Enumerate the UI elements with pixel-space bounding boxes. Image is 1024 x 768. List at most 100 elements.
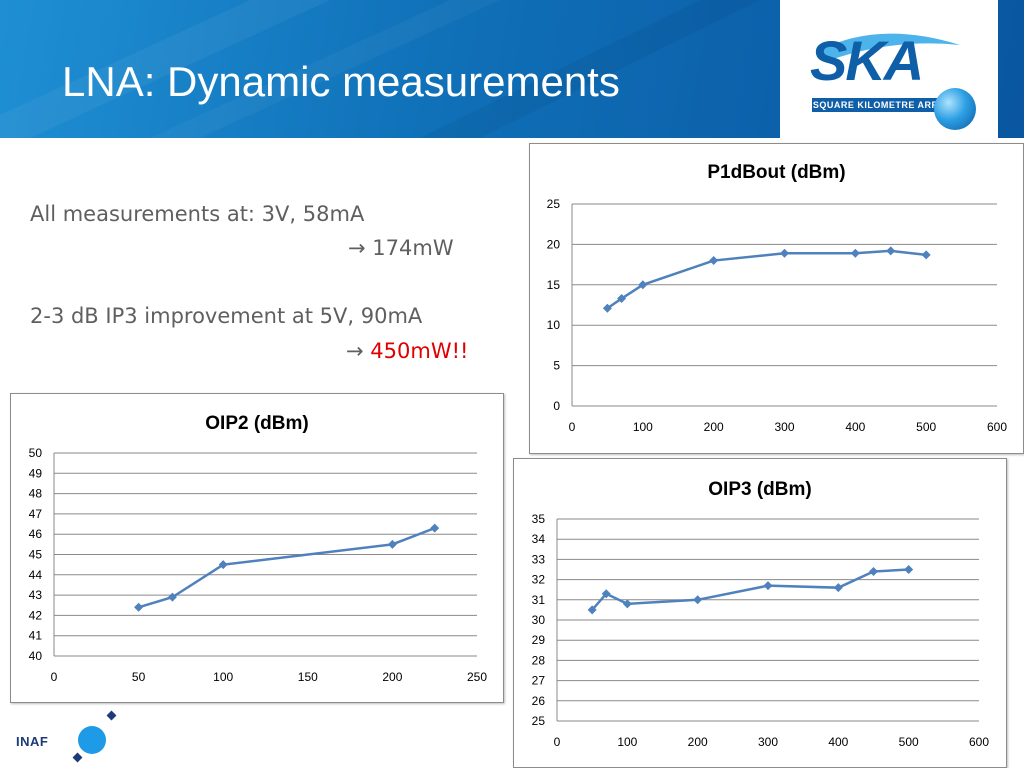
y-tick-label: 25 xyxy=(532,714,546,728)
data-point xyxy=(709,256,719,266)
y-tick-label: 28 xyxy=(532,653,546,667)
data-point xyxy=(904,565,914,574)
y-tick-label: 31 xyxy=(532,593,546,607)
x-tick-label: 600 xyxy=(987,420,1007,434)
data-point xyxy=(622,599,632,609)
x-tick-label: 100 xyxy=(633,420,653,434)
ska-swoosh xyxy=(820,33,960,62)
y-tick-label: 15 xyxy=(547,278,561,292)
x-tick-label: 50 xyxy=(132,670,146,684)
x-tick-label: 250 xyxy=(467,670,487,684)
p1db-chart: P1dBout (dBm) 0 5 10 15 20 25 0 100 200 300 400 500 6… xyxy=(529,143,1024,454)
data-point xyxy=(587,605,597,615)
note-ip3-improvement: 2-3 dB IP3 improvement at 5V, 90mA xyxy=(30,304,423,328)
y-tick-label: 27 xyxy=(532,674,546,688)
y-tick-label: 34 xyxy=(532,532,546,546)
x-tick-label: 400 xyxy=(828,735,848,749)
x-tick-label: 100 xyxy=(617,735,637,749)
y-tick-label: 29 xyxy=(532,633,546,647)
power-value-1: 174mW xyxy=(372,236,454,260)
x-tick-label: 200 xyxy=(382,670,402,684)
data-point xyxy=(218,560,228,570)
data-point xyxy=(638,280,648,290)
x-tick-label: 0 xyxy=(51,670,58,684)
data-point xyxy=(387,539,397,549)
x-tick-label: 200 xyxy=(688,735,708,749)
inaf-wordmark: INAF xyxy=(16,734,49,749)
y-tick-label: 20 xyxy=(547,237,561,251)
y-tick-label: 44 xyxy=(29,568,43,582)
oip2-chart: OIP2 (dBm) 40 41 42 43 44 45 46 47 48 49 50 0 50 100 15… xyxy=(10,393,504,703)
data-point xyxy=(886,246,896,256)
chart-title: OIP3 (dBm) xyxy=(708,479,811,500)
inaf-circle-icon xyxy=(78,726,106,754)
y-tick-label: 32 xyxy=(532,573,546,587)
y-tick-label: 48 xyxy=(29,487,43,501)
chart-title: OIP2 (dBm) xyxy=(205,413,308,434)
data-point xyxy=(601,589,611,599)
arrow-icon: → xyxy=(346,339,364,363)
arrow-icon: → xyxy=(348,236,366,260)
x-tick-label: 500 xyxy=(916,420,936,434)
y-tick-label: 10 xyxy=(547,318,561,332)
y-tick-label: 5 xyxy=(553,359,560,373)
data-point xyxy=(167,592,177,602)
x-tick-label: 0 xyxy=(569,420,576,434)
power-value-2: 450mW!! xyxy=(370,339,469,363)
y-tick-label: 43 xyxy=(29,588,43,602)
x-tick-label: 0 xyxy=(554,735,561,749)
y-tick-label: 41 xyxy=(29,629,43,643)
ska-wordmark: SKA xyxy=(810,29,924,92)
globe-icon xyxy=(934,88,976,130)
chart-title: P1dBout (dBm) xyxy=(707,162,845,183)
y-tick-label: 42 xyxy=(29,608,43,622)
data-point xyxy=(430,523,440,533)
diamond-icon xyxy=(106,710,117,721)
x-tick-label: 500 xyxy=(899,735,919,749)
x-tick-label: 100 xyxy=(213,670,233,684)
y-tick-label: 33 xyxy=(532,552,546,566)
data-point xyxy=(869,567,878,577)
oip3-chart: OIP3 (dBm) 25 26 27 28 29 30 31 32 33 34 35 0 100 200 3… xyxy=(513,458,1007,768)
data-point xyxy=(602,303,612,313)
y-tick-label: 30 xyxy=(532,613,546,627)
y-tick-label: 47 xyxy=(29,507,43,521)
ska-logo: SKA SQUARE KILOMETRE ARRAY xyxy=(780,0,998,138)
data-point xyxy=(617,294,627,304)
inaf-logo: INAF xyxy=(16,706,146,766)
x-tick-label: 300 xyxy=(758,735,778,749)
y-tick-label: 26 xyxy=(532,694,546,708)
x-tick-label: 400 xyxy=(845,420,865,434)
y-tick-label: 25 xyxy=(547,197,561,211)
y-tick-label: 49 xyxy=(29,466,43,480)
oip3-svg: OIP3 (dBm) 25 26 27 28 29 30 31 32 33 34 35 0 100 200 3… xyxy=(532,479,990,749)
banner-decoration xyxy=(0,0,760,138)
y-tick-label: 45 xyxy=(29,548,43,562)
x-tick-label: 150 xyxy=(298,670,318,684)
note-measurements: All measurements at: 3V, 58mA xyxy=(30,202,365,226)
data-point xyxy=(850,248,860,258)
y-tick-label: 0 xyxy=(553,399,560,413)
data-point xyxy=(693,595,703,605)
note-power-2: → 450mW!! xyxy=(346,339,468,363)
y-tick-label: 40 xyxy=(29,649,43,663)
p1db-svg: P1dBout (dBm) 0 5 10 15 20 25 0 100 200 300 400 500 6… xyxy=(547,162,1008,434)
slide-title: LNA: Dynamic measurements xyxy=(62,58,620,105)
y-tick-label: 50 xyxy=(29,446,43,460)
x-tick-label: 300 xyxy=(774,420,794,434)
data-point xyxy=(780,248,789,258)
oip2-svg: OIP2 (dBm) 40 41 42 43 44 45 46 47 48 49 50 0 50 100 15… xyxy=(29,413,488,684)
ska-subtitle: SQUARE KILOMETRE ARRAY xyxy=(812,98,952,112)
note-power-1: → 174mW xyxy=(348,236,454,260)
series-line xyxy=(591,568,909,611)
data-point xyxy=(134,602,144,612)
data-point xyxy=(763,581,773,591)
data-point xyxy=(921,250,931,260)
series-line xyxy=(606,249,927,310)
x-tick-label: 200 xyxy=(704,420,724,434)
x-tick-label: 600 xyxy=(969,735,989,749)
diamond-icon xyxy=(72,752,83,763)
data-point xyxy=(833,583,843,593)
y-tick-label: 35 xyxy=(532,512,546,526)
y-tick-label: 46 xyxy=(29,527,43,541)
